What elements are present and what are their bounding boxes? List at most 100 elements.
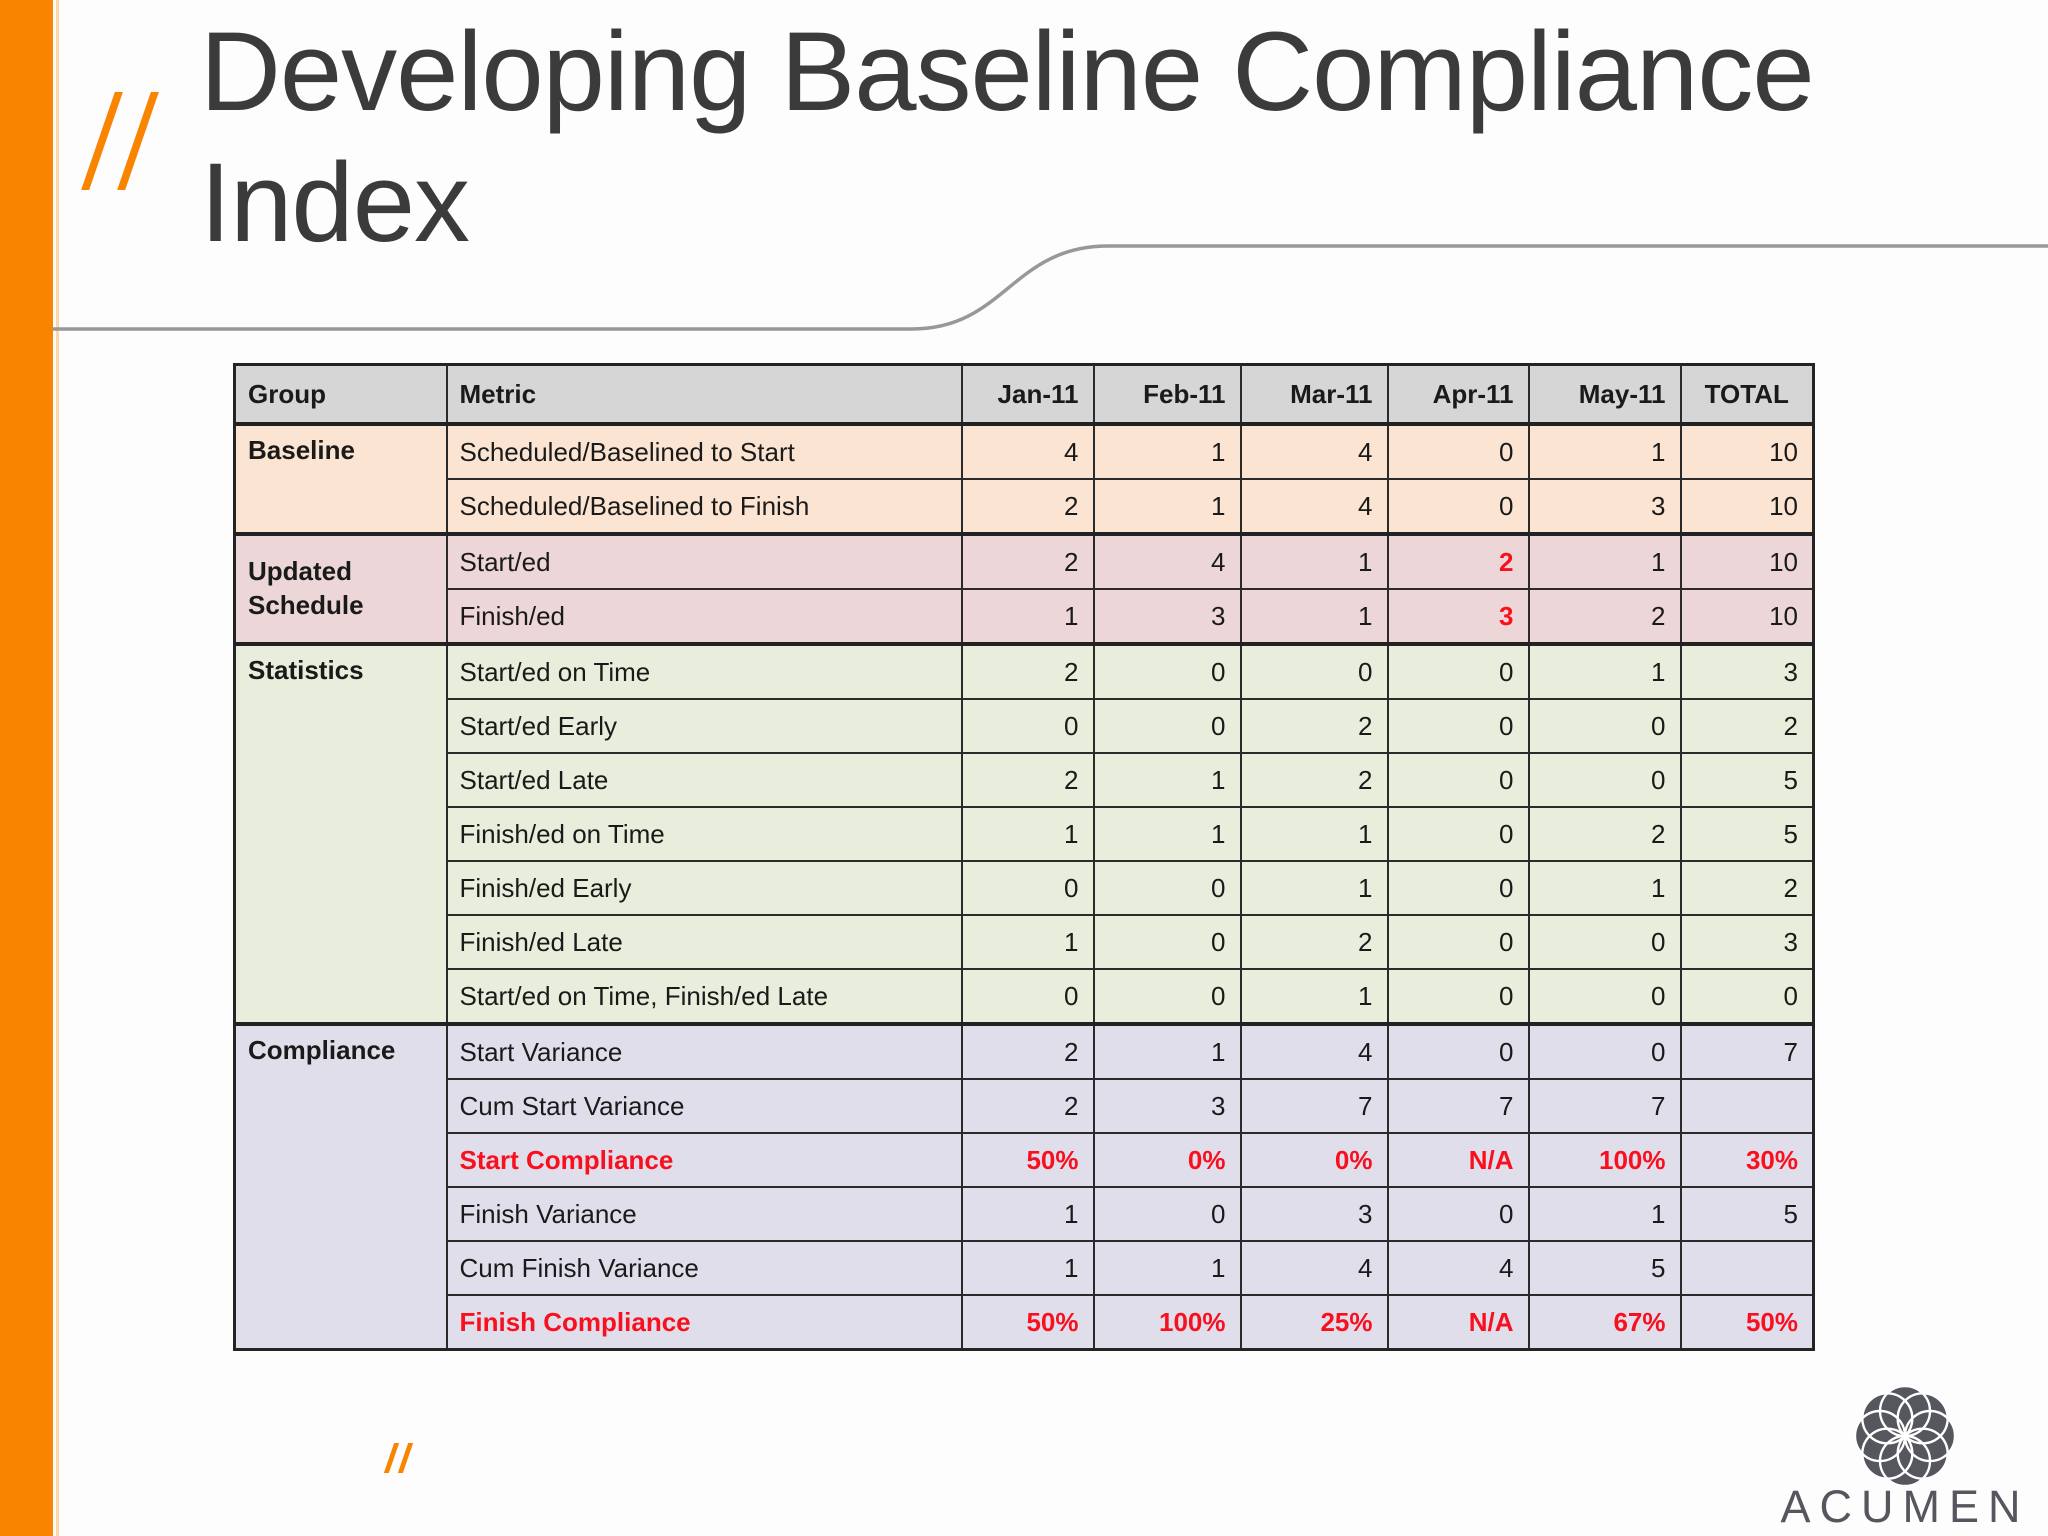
value-cell: 7: [1386, 1078, 1530, 1134]
value-cell: 1: [960, 1240, 1095, 1296]
left-accent-stripe: [56, 0, 59, 1536]
table-row: Scheduled/Baselined to Finish 2 1 4 0 3 10: [235, 478, 1815, 535]
value-cell: 2: [1527, 588, 1682, 645]
group-label-updated-schedule: Updated Schedule: [233, 532, 448, 645]
table-row: Compliance Start Variance 2 1 4 0 0 7: [233, 1022, 1815, 1351]
table-row: Start Compliance 50% 0% 0% N/A 100% 30%: [235, 1132, 1815, 1188]
value-cell: 1: [1527, 1186, 1682, 1242]
value-cell: 3: [1679, 642, 1815, 700]
metric-cell-finish-variance: Finish Variance: [445, 1186, 963, 1242]
value-cell: 0: [1386, 914, 1530, 970]
value-cell: 10: [1679, 588, 1815, 645]
table-row: Finish Compliance 50% 100% 25% N/A 67% 50%: [235, 1294, 1815, 1351]
value-cell: 4: [1386, 1240, 1530, 1296]
group-label-baseline: Baseline: [233, 422, 448, 535]
value-cell: 0: [1386, 422, 1530, 480]
metric-cell-scheduled-baselined-to-finish: Scheduled/Baselined to Finish: [445, 478, 963, 535]
metric-cell-start-ed-early: Start/ed Early: [445, 698, 963, 754]
value-cell: 2: [1679, 698, 1815, 754]
value-cell: 4: [1092, 532, 1242, 590]
table-row: Finish/ed on Time 1 1 1 0 2 5: [235, 806, 1815, 862]
value-cell: 1: [1092, 752, 1242, 808]
left-accent-bar: [0, 0, 53, 1536]
metric-cell-start-ed: Start/ed: [445, 532, 963, 590]
table-row: Finish/ed Early 0 0 1 0 1 2: [235, 860, 1815, 916]
group-label-compliance: Compliance: [233, 1022, 448, 1351]
table-row: Finish Variance 1 0 3 0 1 5: [235, 1186, 1815, 1242]
metric-cell-finish-ed-on-time: Finish/ed on Time: [445, 806, 963, 862]
column-header-may-11: May-11: [1527, 363, 1682, 426]
value-cell: 0: [1386, 752, 1530, 808]
value-cell: N/A: [1386, 1294, 1530, 1351]
value-cell: 0: [1092, 860, 1242, 916]
table-row: Cum Finish Variance 1 1 4 4 5: [235, 1240, 1815, 1296]
metric-cell-finish-ed-late: Finish/ed Late: [445, 914, 963, 970]
value-cell: 0: [1092, 698, 1242, 754]
value-cell: 0: [1239, 642, 1389, 700]
value-cell: 4: [1239, 1240, 1389, 1296]
value-cell: 3: [1092, 588, 1242, 645]
value-cell: 0: [1527, 914, 1682, 970]
metric-cell-finish-compliance: Finish Compliance: [445, 1294, 963, 1351]
table-row: Start/ed Late 2 1 2 0 0 5: [235, 752, 1815, 808]
value-cell: 10: [1679, 422, 1815, 480]
value-cell: 2: [960, 752, 1095, 808]
value-cell: 2: [960, 478, 1095, 535]
value-cell: 3: [1527, 478, 1682, 535]
value-cell: [1679, 1078, 1815, 1134]
value-cell: 0: [1527, 752, 1682, 808]
value-cell: 0: [1092, 642, 1242, 700]
value-cell: 1: [1239, 968, 1389, 1025]
value-cell: [1679, 1240, 1815, 1296]
table-row: Finish/ed Late 1 0 2 0 0 3: [235, 914, 1815, 970]
value-cell: 1: [1092, 478, 1242, 535]
value-cell: 1: [1239, 588, 1389, 645]
title-slash-icon: [117, 92, 159, 190]
value-cell: 0: [1386, 1186, 1530, 1242]
value-cell: 1: [1239, 860, 1389, 916]
value-cell: 2: [1239, 698, 1389, 754]
metric-cell-cum-finish-variance: Cum Finish Variance: [445, 1240, 963, 1296]
value-cell: 0: [1092, 914, 1242, 970]
value-cell: 0%: [1092, 1132, 1242, 1188]
value-cell: 67%: [1527, 1294, 1682, 1351]
title-slash-icon: [81, 92, 123, 190]
value-cell: 0: [1386, 698, 1530, 754]
value-cell: 5: [1679, 1186, 1815, 1242]
value-cell: 0: [1092, 1186, 1242, 1242]
value-cell: 2: [960, 1078, 1095, 1134]
value-cell: 1: [960, 588, 1095, 645]
value-cell: 1: [1092, 1240, 1242, 1296]
value-cell: 2: [1679, 860, 1815, 916]
value-cell: 5: [1679, 806, 1815, 862]
value-cell: 0%: [1239, 1132, 1389, 1188]
column-header-apr-11: Apr-11: [1386, 363, 1530, 426]
value-cell: 7: [1527, 1078, 1682, 1134]
value-cell: 5: [1679, 752, 1815, 808]
value-cell: 0: [1527, 698, 1682, 754]
value-cell: 1: [1092, 1022, 1242, 1080]
value-cell: 1: [1527, 532, 1682, 590]
metric-cell-start-ed-on-time-finish-ed-late: Start/ed on Time, Finish/ed Late: [445, 968, 963, 1025]
footer-slash-icon: [383, 1443, 400, 1473]
value-cell: 10: [1679, 532, 1815, 590]
value-cell: 2: [1239, 914, 1389, 970]
value-cell: 0: [1527, 1022, 1682, 1080]
metric-cell-cum-start-variance: Cum Start Variance: [445, 1078, 963, 1134]
column-header-jan-11: Jan-11: [960, 363, 1095, 426]
metric-cell-finish-ed-early: Finish/ed Early: [445, 860, 963, 916]
value-cell: 1: [960, 1186, 1095, 1242]
value-cell: 50%: [960, 1132, 1095, 1188]
table-row: Baseline Scheduled/Baselined to Start 4 1 4 0…: [233, 422, 1815, 535]
value-cell: 1: [1527, 642, 1682, 700]
value-cell: 3: [1239, 1186, 1389, 1242]
acumen-logo: ACUMEN: [1780, 1384, 2021, 1532]
value-cell: 3: [1092, 1078, 1242, 1134]
footer-slash-icon: [397, 1443, 414, 1473]
column-header-group: Group: [233, 363, 448, 426]
value-cell: 2: [1527, 806, 1682, 862]
table-header: Group Metric Jan-11 Feb-11 Mar-11 Apr-11 May-1…: [233, 363, 1815, 426]
metric-cell-start-compliance: Start Compliance: [445, 1132, 963, 1188]
value-cell: 0: [1092, 968, 1242, 1025]
metric-cell-start-ed-on-time: Start/ed on Time: [445, 642, 963, 700]
